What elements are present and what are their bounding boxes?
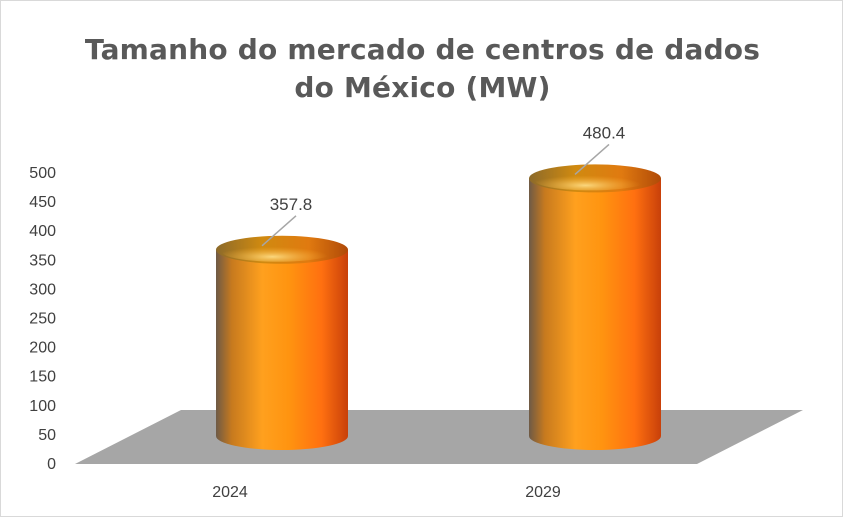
chart-title: Tamanho do mercado de centros de dados d… xyxy=(1,31,843,107)
x-category-label: 2029 xyxy=(525,484,561,501)
y-tick-label: 100 xyxy=(29,398,56,415)
bar-top-highlight xyxy=(222,241,334,262)
data-label: 480.4 xyxy=(583,123,626,142)
bar-top-highlight xyxy=(535,170,647,191)
y-tick-label: 250 xyxy=(29,311,56,328)
chart-floor xyxy=(75,410,803,464)
y-tick-label: 200 xyxy=(29,340,56,357)
y-tick-label: 450 xyxy=(29,194,56,211)
y-tick-label: 500 xyxy=(29,165,56,182)
x-category-label: 2024 xyxy=(212,484,248,501)
y-tick-label: 0 xyxy=(47,456,56,473)
y-tick-label: 400 xyxy=(29,223,56,240)
bar-body xyxy=(216,249,348,450)
y-tick-label: 300 xyxy=(29,281,56,298)
data-label-leader xyxy=(574,143,610,175)
bar-2029 xyxy=(529,164,661,450)
y-tick-label: 150 xyxy=(29,369,56,386)
y-tick-label: 50 xyxy=(38,427,56,444)
data-label: 357.8 xyxy=(270,195,313,214)
bar-2024 xyxy=(216,235,348,450)
data-label-leader xyxy=(261,215,297,247)
bar-body xyxy=(529,178,661,450)
chart-title-line-1: Tamanho do mercado de centros de dados xyxy=(84,33,761,66)
y-tick-label: 350 xyxy=(29,252,56,269)
chart-title-line-2: do México (MW) xyxy=(294,71,551,104)
